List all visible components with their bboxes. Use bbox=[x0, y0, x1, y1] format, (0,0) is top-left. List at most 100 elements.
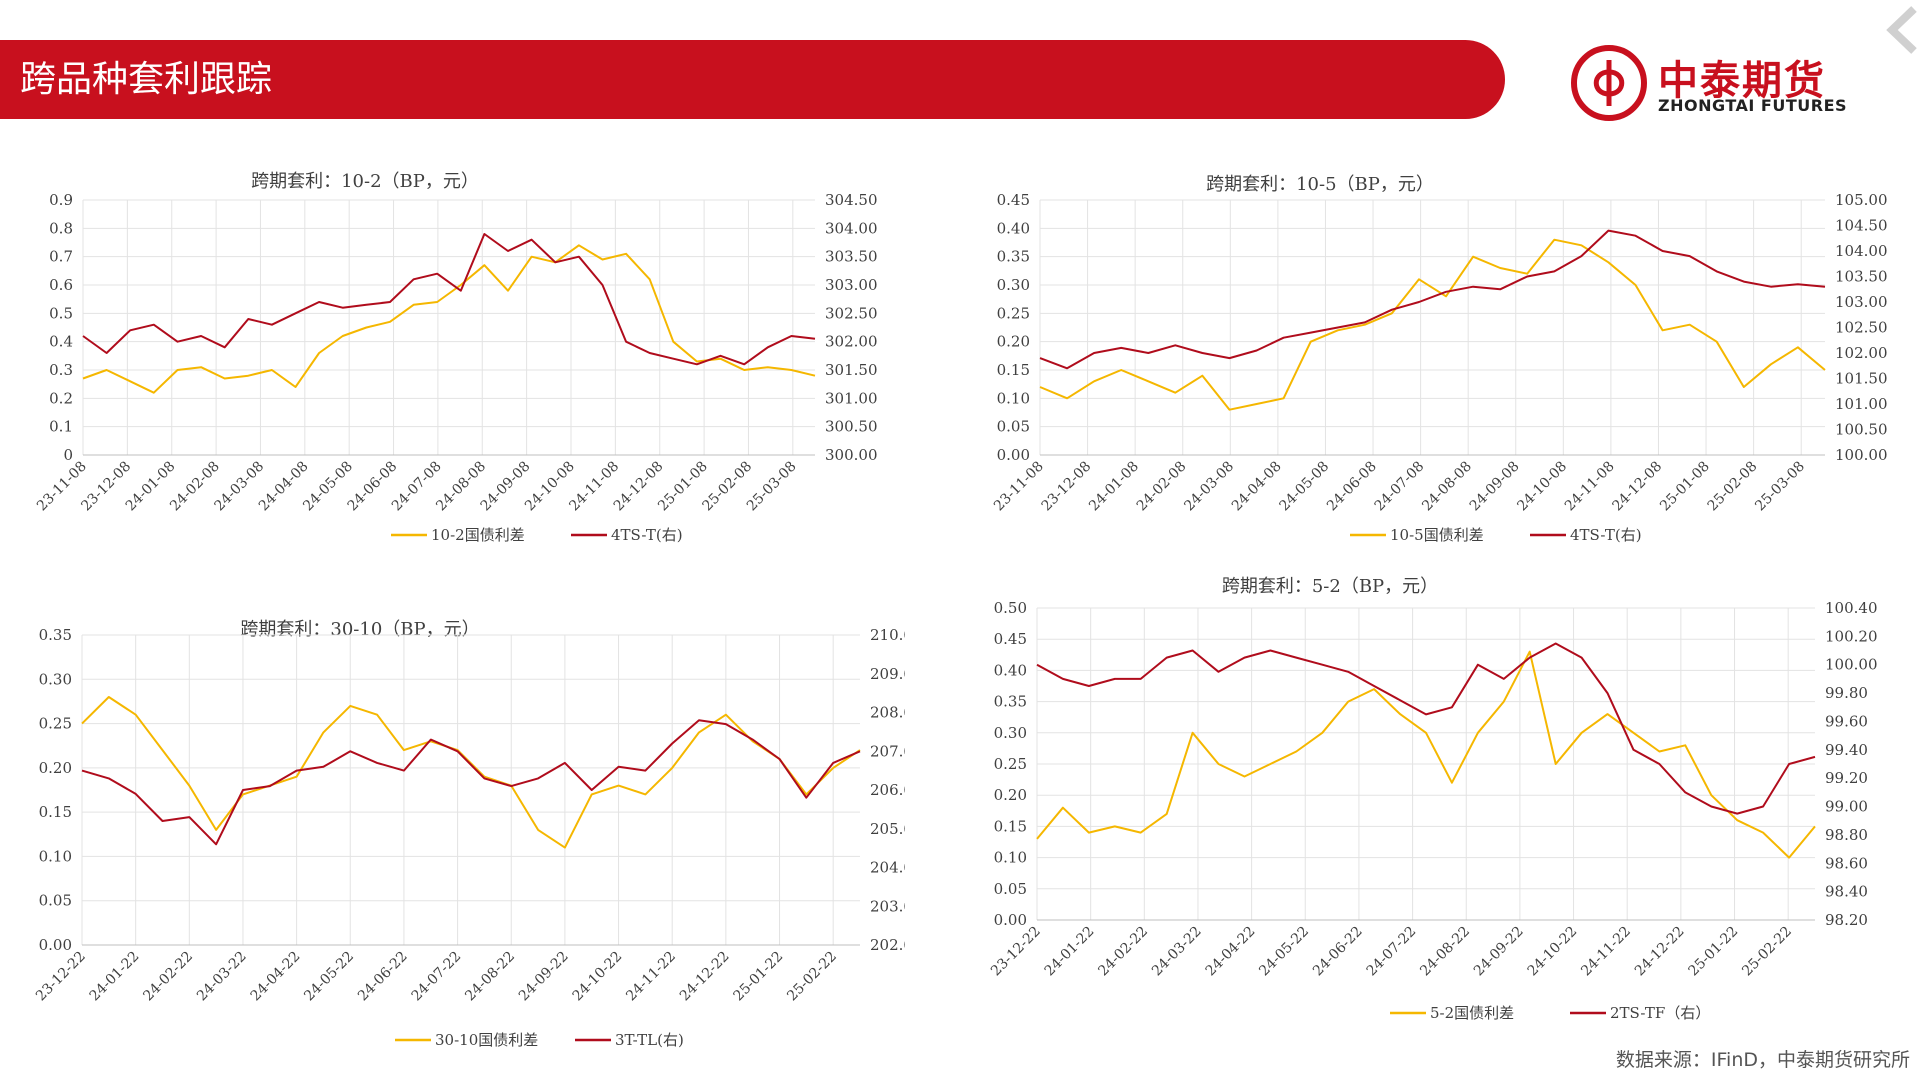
y-tick-right: 99.20 bbox=[1825, 769, 1868, 787]
y-tick-right: 302.50 bbox=[825, 304, 878, 322]
x-tick: 24-03-22 bbox=[194, 949, 250, 1005]
y-tick-left: 0.35 bbox=[994, 693, 1027, 711]
y-tick-right: 208.00 bbox=[870, 704, 905, 722]
chart-panel-10-5: 跨期套利：10-5（BP，元） 0.00 0.05 0.10 0.15 0.20 0.25 0… bbox=[960, 145, 1920, 570]
y-tick-right: 206.00 bbox=[870, 781, 905, 799]
y-tick-right: 301.00 bbox=[825, 389, 878, 407]
x-tick: 24-08-22 bbox=[1417, 924, 1473, 980]
x-tick: 24-08-22 bbox=[462, 949, 518, 1005]
legend-label: 10-2国债利差 bbox=[431, 526, 525, 544]
y-tick-left: 0.40 bbox=[997, 219, 1030, 237]
x-tick: 24-09-22 bbox=[1471, 924, 1527, 980]
data-source-note: 数据来源：IFinD，中泰期货研究所 bbox=[1615, 1049, 1910, 1071]
x-tick: 24-01-22 bbox=[1042, 924, 1098, 980]
y-tick-right: 102.50 bbox=[1835, 319, 1888, 337]
chart-title: 跨期套利：10-5（BP，元） bbox=[1206, 174, 1434, 195]
y-tick-left: 0.3 bbox=[49, 361, 73, 379]
chart-c1-svg: 跨期套利：10-2（BP，元） 0 0.1 0.2 0.3 0.4 0.5 0.6 0.7 0.8… bbox=[34, 171, 878, 544]
legend-label: 4TS-T(右) bbox=[611, 526, 683, 544]
y-tick-left: 0.15 bbox=[39, 803, 72, 821]
y-tick-left: 0.00 bbox=[39, 936, 72, 954]
y-tick-left: 0.8 bbox=[49, 219, 73, 237]
x-tick: 25-01-08 bbox=[1657, 459, 1713, 515]
y-tick-right: 105.00 bbox=[1835, 191, 1888, 209]
x-tick: 24-09-22 bbox=[516, 949, 572, 1005]
y-tick-left: 0.00 bbox=[997, 446, 1030, 464]
y-tick-right: 99.80 bbox=[1825, 684, 1868, 702]
x-tick: 25-02-08 bbox=[1705, 459, 1761, 515]
y-tick-right: 300.00 bbox=[825, 446, 878, 464]
y-tick-left: 0.6 bbox=[49, 276, 73, 294]
y-tick-left: 0.25 bbox=[997, 304, 1030, 322]
chart-title: 跨期套利：10-2（BP，元） bbox=[251, 171, 479, 192]
y-tick-right: 204.00 bbox=[870, 859, 905, 877]
x-tick: 25-03-08 bbox=[1752, 459, 1808, 515]
y-tick-right: 209.00 bbox=[870, 665, 905, 683]
x-tick: 24-03-22 bbox=[1149, 924, 1205, 980]
legend-label: 30-10国债利差 bbox=[435, 1031, 538, 1049]
y-tick-left: 0.40 bbox=[994, 661, 1027, 679]
x-tick: 24-01-08 bbox=[1086, 459, 1142, 515]
y-tick-right: 98.40 bbox=[1825, 883, 1868, 901]
y-tick-right: 99.40 bbox=[1825, 741, 1868, 759]
y-tick-right: 304.50 bbox=[825, 191, 878, 209]
x-tick: 25-01-22 bbox=[1686, 924, 1742, 980]
y-tick-right: 100.20 bbox=[1825, 627, 1878, 645]
y-tick-left: 0.10 bbox=[994, 849, 1027, 867]
y-tick-left: 0.25 bbox=[994, 755, 1027, 773]
x-tick: 23-12-08 bbox=[1039, 459, 1095, 515]
chart-c2-svg: 跨期套利：10-5（BP，元） 0.00 0.05 0.10 0.15 0.20 0.25 0… bbox=[991, 174, 1888, 544]
y-tick-right: 104.50 bbox=[1835, 217, 1888, 235]
chart-c4-svg: 跨期套利：5-2（BP，元） 0.00 0.05 0.10 0.15 0.20 0.25 0.… bbox=[988, 576, 1878, 1022]
y-tick-right: 103.50 bbox=[1835, 268, 1888, 286]
x-tick: 24-05-22 bbox=[1256, 924, 1312, 980]
y-tick-right: 300.50 bbox=[825, 418, 878, 436]
x-tick: 24-07-22 bbox=[409, 949, 465, 1005]
y-tick-left: 0.35 bbox=[997, 248, 1030, 266]
y-tick-left: 0.15 bbox=[997, 361, 1030, 379]
series-line-left bbox=[1036, 650, 1816, 859]
y-tick-right: 203.00 bbox=[870, 897, 905, 915]
y-tick-right: 101.50 bbox=[1835, 370, 1888, 388]
y-tick-right: 100.00 bbox=[1825, 656, 1878, 674]
x-tick: 24-10-08 bbox=[1514, 459, 1570, 515]
x-tick: 23-11-08 bbox=[991, 459, 1047, 515]
y-tick-right: 205.00 bbox=[870, 820, 905, 838]
x-tick: 23-12-22 bbox=[33, 949, 89, 1005]
logo-mark-icon bbox=[1571, 45, 1647, 121]
x-tick: 24-04-22 bbox=[248, 949, 304, 1005]
y-tick-right: 101.00 bbox=[1835, 395, 1888, 413]
series-line-left bbox=[1039, 238, 1826, 411]
x-tick: 25-02-22 bbox=[1739, 924, 1795, 980]
y-tick-right: 99.60 bbox=[1825, 712, 1868, 730]
x-tick: 24-11-22 bbox=[623, 949, 679, 1005]
x-tick: 24-04-22 bbox=[1203, 924, 1259, 980]
y-tick-right: 210.00 bbox=[870, 626, 905, 644]
chart-c3-svg: 跨期套利：30-10（BP，元） 0.00 0.05 0.10 0.15 0.20 0.25… bbox=[33, 619, 905, 1049]
x-tick: 25-02-22 bbox=[784, 949, 840, 1005]
x-tick: 24-01-22 bbox=[87, 949, 143, 1005]
x-tick: 24-05-08 bbox=[1276, 459, 1332, 515]
y-tick-right: 202.00 bbox=[870, 936, 905, 954]
x-tick: 24-10-22 bbox=[1525, 924, 1581, 980]
series-line-right bbox=[1036, 642, 1816, 815]
x-tick: 24-09-08 bbox=[1467, 459, 1523, 515]
y-tick-right: 304.00 bbox=[825, 219, 878, 237]
x-tick: 24-05-22 bbox=[301, 949, 357, 1005]
legend-label: 10-5国债利差 bbox=[1390, 526, 1484, 544]
series-line-left bbox=[81, 696, 861, 849]
y-tick-left: 0.45 bbox=[994, 630, 1027, 648]
y-tick-left: 0.9 bbox=[49, 191, 73, 209]
y-tick-left: 0.05 bbox=[994, 880, 1027, 898]
y-tick-left: 0.35 bbox=[39, 626, 72, 644]
y-tick-right: 104.00 bbox=[1835, 242, 1888, 260]
x-tick: 24-06-22 bbox=[1310, 924, 1366, 980]
logo-text-en: ZHONGTAI FUTURES bbox=[1658, 96, 1848, 115]
y-tick-right: 100.40 bbox=[1825, 599, 1878, 617]
y-tick-right: 207.00 bbox=[870, 742, 905, 760]
y-tick-right: 100.50 bbox=[1835, 421, 1888, 439]
y-tick-right: 303.50 bbox=[825, 248, 878, 266]
chart-panel-10-2: 跨期套利：10-2（BP，元） 0 0.1 0.2 0.3 0.4 0.5 0.6 0.7 0.8… bbox=[15, 145, 895, 570]
y-tick-left: 0.45 bbox=[997, 191, 1030, 209]
y-tick-left: 0.30 bbox=[994, 724, 1027, 742]
